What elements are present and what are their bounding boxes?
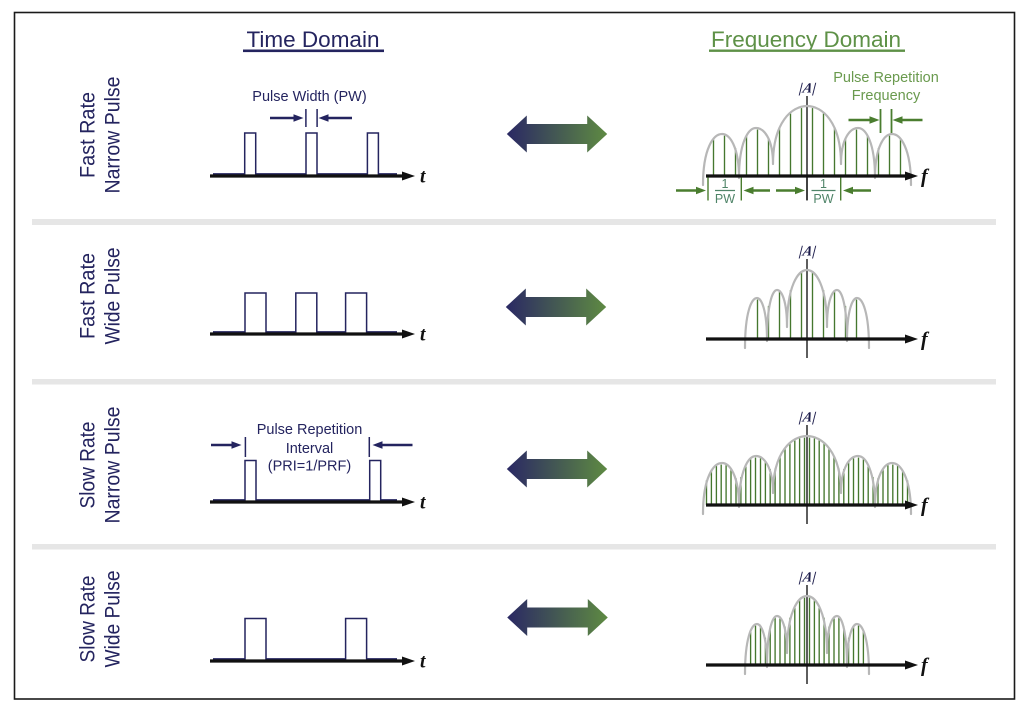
svg-text:|A|: |A|: [798, 244, 819, 260]
svg-text:|A|: |A|: [798, 570, 819, 586]
svg-text:f: f: [921, 329, 930, 351]
svg-text:|A|: |A|: [798, 81, 819, 97]
svg-text:Narrow Pulse: Narrow Pulse: [101, 77, 125, 194]
svg-text:1: 1: [722, 177, 729, 191]
svg-text:Slow Rate: Slow Rate: [76, 576, 100, 663]
svg-text:|A|: |A|: [798, 410, 819, 426]
svg-text:f: f: [921, 495, 930, 517]
svg-text:t: t: [420, 493, 426, 514]
svg-text:Fast Rate: Fast Rate: [76, 253, 100, 339]
svg-text:Pulse Repetition: Pulse Repetition: [833, 70, 939, 86]
svg-text:Time Domain: Time Domain: [247, 27, 380, 52]
svg-text:PW: PW: [715, 192, 735, 206]
svg-text:t: t: [420, 325, 426, 346]
svg-text:f: f: [921, 655, 930, 677]
svg-text:Pulse Width (PW): Pulse Width (PW): [252, 89, 366, 105]
svg-text:t: t: [420, 652, 426, 673]
svg-text:Frequency: Frequency: [852, 88, 921, 104]
svg-text:Fast Rate: Fast Rate: [76, 92, 100, 178]
svg-text:PW: PW: [813, 192, 833, 206]
svg-text:Wide Pulse: Wide Pulse: [101, 248, 125, 345]
svg-text:f: f: [921, 166, 930, 188]
svg-text:Frequency Domain: Frequency Domain: [711, 27, 901, 52]
svg-text:(PRI=1/PRF): (PRI=1/PRF): [268, 459, 351, 475]
svg-text:1: 1: [820, 177, 827, 191]
svg-text:t: t: [420, 167, 426, 188]
svg-text:Slow Rate: Slow Rate: [76, 422, 100, 509]
svg-text:Narrow Pulse: Narrow Pulse: [101, 407, 125, 524]
svg-text:Pulse Repetition: Pulse Repetition: [257, 422, 363, 438]
svg-text:Interval: Interval: [286, 441, 334, 457]
svg-text:Wide Pulse: Wide Pulse: [101, 571, 125, 668]
